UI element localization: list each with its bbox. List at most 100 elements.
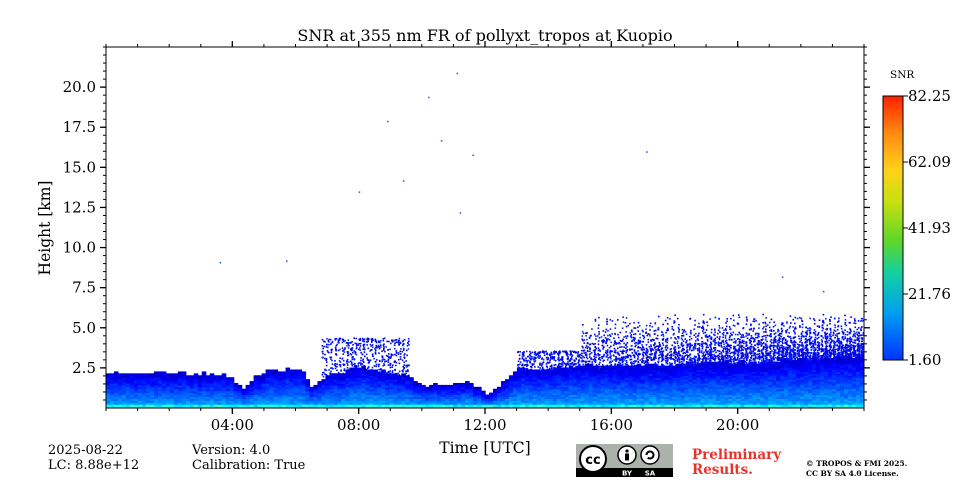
heatmap-cell: [357, 386, 362, 390]
heatmap-cell: [660, 381, 666, 384]
heatmap-cell: [409, 398, 414, 401]
heatmap-speck: [692, 347, 695, 350]
heatmap-cell: [106, 394, 111, 398]
heatmap-cell: [632, 392, 638, 396]
heatmap-cell: [588, 377, 594, 380]
heatmap-speck: [390, 353, 393, 355]
heatmap-speck: [605, 356, 608, 358]
heatmap-speck: [708, 357, 711, 360]
heatmap-column: [624, 317, 630, 408]
heatmap-cell: [249, 392, 255, 396]
heatmap-cell: [656, 384, 662, 388]
heatmap-speck: [711, 356, 713, 358]
heatmap-cell: [708, 377, 713, 380]
heatmap-speck: [403, 354, 406, 356]
heatmap-cell: [445, 390, 450, 394]
heatmap-speck: [648, 364, 651, 366]
heatmap-cell: [213, 396, 219, 399]
heatmap-cell: [512, 373, 518, 376]
heatmap-cell: [217, 394, 223, 398]
heatmap-cell: [273, 369, 279, 373]
heatmap-cell: [600, 367, 606, 371]
heatmap-cell: [500, 386, 506, 390]
heatmap-cell: [704, 388, 710, 392]
heatmap-column: [181, 371, 187, 408]
heatmap-speck: [325, 359, 328, 362]
heatmap-cell: [325, 384, 331, 388]
heatmap-speck: [673, 347, 675, 350]
heatmap-cell: [109, 373, 115, 376]
heatmap-speck: [575, 365, 578, 368]
heatmap-cell: [528, 402, 534, 405]
heatmap-speck: [682, 358, 685, 360]
heatmap-cell: [608, 381, 614, 384]
heatmap-cell: [393, 381, 398, 384]
heatmap-cell: [341, 396, 346, 399]
heatmap-speck: [355, 367, 357, 369]
heatmap-speck: [517, 363, 520, 366]
heatmap-cell: [716, 367, 721, 371]
heatmap-speck: [573, 359, 575, 362]
heatmap-cell: [421, 402, 426, 405]
heatmap-speck: [518, 354, 521, 357]
heatmap-cell: [181, 392, 187, 396]
heatmap-speck: [606, 354, 609, 356]
heatmap-speck: [354, 364, 356, 367]
heatmap-cell: [341, 398, 346, 401]
heatmap-speck: [565, 350, 567, 353]
heatmap-cell: [325, 377, 331, 380]
heatmap-cell: [113, 371, 119, 374]
heatmap-speck: [534, 366, 536, 368]
heatmap-cell: [433, 390, 438, 394]
heatmap-speck: [337, 339, 340, 341]
heatmap-cell: [281, 379, 287, 382]
heatmap-speck: [609, 328, 612, 330]
heatmap-speck: [375, 359, 378, 361]
heatmap-column: [580, 324, 586, 408]
heatmap-speck: [378, 340, 380, 342]
heatmap-speck: [646, 351, 649, 354]
heatmap-cell: [696, 400, 702, 403]
heatmap-cell: [576, 394, 582, 398]
heatmap-speck: [534, 360, 537, 362]
heatmap-cell: [165, 406, 171, 408]
heatmap-speck: [387, 359, 390, 362]
heatmap-cell: [217, 396, 223, 399]
heatmap-cell: [145, 388, 151, 392]
heatmap-cell: [329, 382, 334, 386]
heatmap-cell: [688, 386, 694, 390]
heatmap-cell: [285, 394, 291, 398]
heatmap-cell: [604, 388, 610, 392]
heatmap-cell: [500, 384, 506, 388]
heatmap-column: [157, 371, 163, 408]
heatmap-speck: [596, 335, 599, 337]
heatmap-cell: [656, 371, 662, 374]
heatmap-column: [173, 373, 179, 408]
heatmap-cell: [672, 382, 678, 386]
heatmap-cell: [461, 402, 466, 405]
heatmap-cell: [688, 384, 694, 388]
heatmap-cell: [676, 367, 682, 371]
heatmap-cell: [113, 384, 119, 388]
heatmap-speck: [361, 363, 364, 365]
heatmap-speck: [698, 322, 700, 325]
heatmap-cell: [696, 363, 702, 367]
heatmap-cell: [177, 390, 183, 394]
heatmap-speck: [657, 345, 660, 347]
heatmap-cell: [325, 379, 331, 382]
heatmap-speck: [698, 326, 701, 328]
heatmap-speck: [374, 351, 377, 353]
heatmap-speck: [391, 354, 394, 356]
heatmap-cell: [285, 384, 291, 388]
heatmap-speck: [707, 346, 709, 349]
heatmap-cell: [568, 379, 574, 382]
heatmap-cell: [572, 394, 578, 398]
heatmap-cell: [696, 384, 702, 388]
heatmap-speck: [337, 349, 340, 352]
heatmap-cell: [341, 379, 346, 382]
heatmap-speck: [563, 350, 566, 353]
heatmap-cell: [109, 404, 115, 407]
heatmap-speck: [688, 348, 691, 351]
heatmap-cell: [365, 384, 370, 388]
heatmap-cell: [716, 394, 721, 398]
